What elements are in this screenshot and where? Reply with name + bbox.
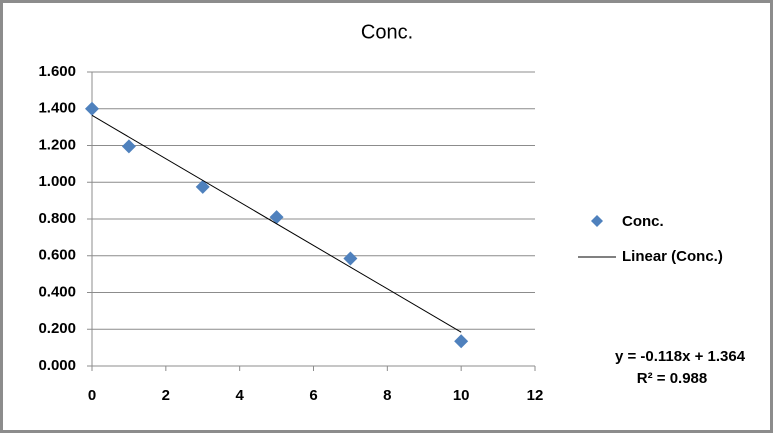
point — [85, 101, 99, 116]
trendline-equation: y = -0.118x + 1.364 — [615, 348, 746, 365]
x-tick-label: 12 — [527, 387, 544, 404]
point — [269, 210, 284, 225]
y-tick-label: 1.200 — [38, 136, 76, 153]
x-tick-label: 6 — [309, 387, 317, 404]
y-tick-label: 0.200 — [38, 320, 76, 337]
point — [343, 251, 358, 266]
y-tick-label: 0.400 — [38, 283, 76, 300]
chart-title: Conc. — [361, 21, 413, 43]
x-tick-label: 8 — [383, 387, 391, 404]
trendline-r2: R² = 0.988 — [637, 370, 707, 387]
point — [121, 139, 136, 154]
x-tick-label: 10 — [453, 387, 470, 404]
y-tick-label: 1.000 — [38, 173, 76, 190]
y-tick-label: 0.000 — [38, 357, 76, 374]
legend-label: Conc. — [622, 213, 664, 230]
point — [195, 179, 210, 194]
y-tick-label: 0.800 — [38, 210, 76, 227]
x-tick-label: 2 — [162, 387, 170, 404]
x-tick-label: 4 — [235, 387, 244, 404]
y-tick-label: 1.600 — [38, 63, 76, 80]
point — [454, 334, 469, 349]
y-tick-label: 1.400 — [38, 100, 76, 117]
legend-label: Linear (Conc.) — [622, 248, 723, 265]
x-tick-label: 0 — [88, 387, 96, 404]
legend-marker — [591, 215, 603, 227]
trendline — [91, 114, 462, 333]
y-tick-label: 0.600 — [38, 247, 76, 264]
